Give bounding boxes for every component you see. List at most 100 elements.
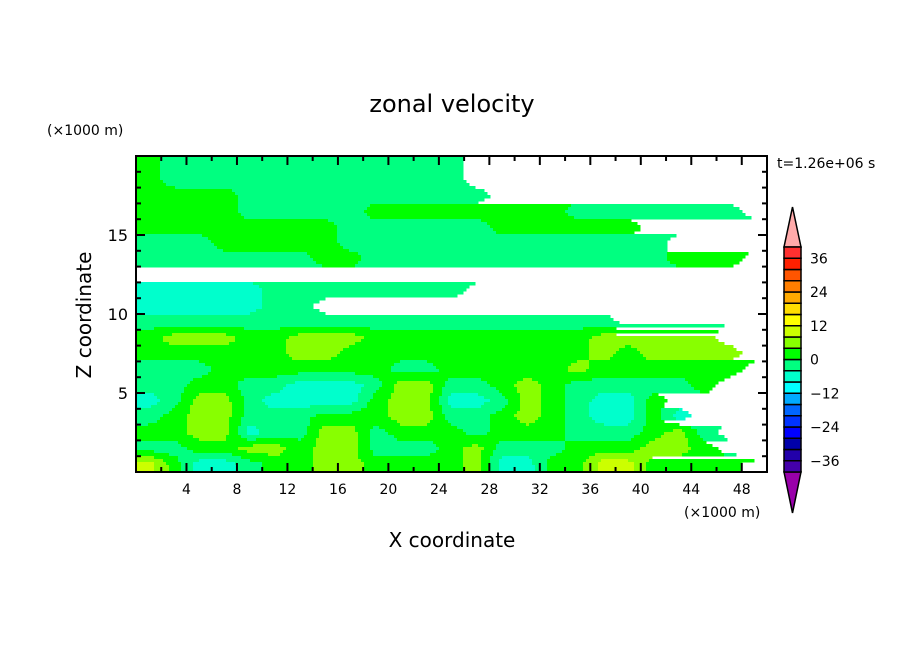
contour-cell (187, 420, 230, 424)
contour-cell (487, 222, 638, 226)
contour-cell (229, 429, 239, 433)
contour-cell (646, 408, 662, 412)
contour-cell (691, 426, 722, 430)
contour-cell (160, 417, 188, 421)
contour-cell (136, 258, 314, 262)
contour-cell (400, 360, 428, 364)
contour-cell (643, 426, 692, 430)
contour-cell (307, 429, 320, 433)
contour-cell (463, 459, 482, 463)
contour-cell (508, 399, 521, 403)
contour-cell (493, 453, 557, 457)
contour-cell (490, 459, 500, 463)
contour-cell (685, 378, 725, 382)
contour-cell (136, 378, 194, 382)
contour-cell (661, 417, 677, 421)
contour-cell (427, 423, 452, 427)
colorbar-box (783, 313, 802, 327)
contour-cell (502, 408, 521, 412)
contour-cell (259, 432, 308, 436)
contour-cell (565, 405, 590, 409)
contour-cell (187, 414, 233, 418)
contour-cell (451, 393, 479, 397)
contour-cell (436, 366, 569, 370)
contour-cell (175, 405, 191, 409)
colorbar-box (783, 370, 802, 383)
colorbar-box (783, 291, 802, 304)
contour-cell (646, 414, 662, 418)
contour-cell (202, 375, 278, 379)
contour-cell (361, 387, 380, 391)
x-tick-label: 48 (733, 482, 751, 498)
contour-cell (358, 261, 671, 265)
contour-cell (541, 393, 566, 397)
contour-cell (703, 438, 728, 442)
contour-cell (481, 405, 506, 409)
contour-cell (430, 420, 449, 424)
x-tick-label: 36 (581, 482, 599, 498)
contour-cell (517, 411, 542, 415)
contour-cell (295, 381, 356, 385)
contour-cell (313, 258, 362, 262)
contour-cell (478, 444, 497, 448)
contour-cell (670, 261, 740, 265)
contour-cell (229, 426, 239, 430)
contour-cell (358, 444, 371, 448)
contour-cell (136, 219, 329, 223)
contour-cell (370, 216, 575, 220)
contour-cell (136, 420, 158, 424)
contour-cell (445, 414, 491, 418)
contour-cell (442, 393, 452, 397)
contour-cell (376, 390, 395, 394)
contour-cell (442, 411, 497, 415)
contour-cell (163, 336, 236, 340)
contour-cell (592, 336, 716, 340)
contour-cell (394, 390, 434, 394)
contour-cell (565, 408, 590, 412)
contour-cell (565, 444, 647, 448)
contour-cell (541, 408, 566, 412)
contour-cell (493, 228, 641, 232)
contour-cell (136, 339, 164, 343)
contour-cell (490, 414, 515, 418)
contour-cell (430, 393, 443, 397)
contour-cell (136, 336, 164, 340)
contour-cell (136, 291, 263, 295)
contour-cell (691, 447, 719, 451)
contour-cell (244, 414, 317, 418)
contour-cell (688, 381, 719, 385)
contour-cell (136, 387, 185, 391)
contour-cell (136, 318, 614, 322)
contour-cell (565, 396, 596, 400)
contour-cell (136, 405, 152, 409)
contour-cell (169, 453, 233, 457)
x-unit-label: (×1000 m) (684, 505, 760, 521)
contour-cell (208, 237, 338, 241)
contour-cell (433, 414, 446, 418)
contour-cell (433, 390, 443, 394)
contour-cell (502, 393, 521, 397)
contour-cell (136, 171, 161, 175)
contour-cell (313, 450, 359, 454)
contour-cell (370, 438, 398, 442)
contour-cell (646, 405, 665, 409)
contour-cell (331, 357, 590, 361)
contour-cell (136, 297, 263, 301)
contour-cell (136, 432, 188, 436)
contour-cell (193, 435, 227, 439)
contour-cell (601, 333, 617, 337)
contour-cell (436, 450, 464, 454)
contour-cell (136, 351, 287, 355)
contour-cell (136, 261, 317, 265)
contour-cell (448, 402, 485, 406)
contour-cell (502, 456, 530, 460)
contour-cell (400, 423, 428, 427)
contour-cell (199, 393, 227, 397)
contour-cell (136, 447, 188, 451)
contour-cell (634, 435, 662, 439)
contour-cell (661, 435, 686, 439)
contour-cell (235, 192, 488, 196)
contour-cell (136, 330, 719, 334)
contour-cell (298, 372, 356, 376)
colorbar-box (783, 347, 802, 361)
